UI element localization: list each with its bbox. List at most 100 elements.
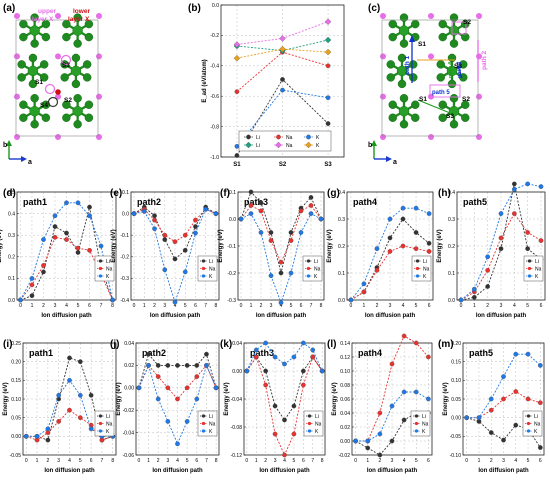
legend-marker [414,421,419,426]
carbon-atom [386,60,395,69]
data-point [77,392,83,398]
data-point [64,200,69,206]
carbon-atom [27,65,39,77]
site-s3-label: S3 [62,62,70,69]
x-tick-label: 4 [65,303,68,309]
legend-label: Na [106,421,113,427]
x-tick-label: 6 [194,303,197,309]
chart-panel-5: (h) 0.0 0.1 0.2 0.3 0.4 0 1 2 3 4 5 6 Energy (eV) Ion … [437,181,546,319]
legend-label: Li [106,259,110,265]
y-tick-label: 0.00 [451,415,461,421]
data-point [34,433,40,439]
x-tick-label: 4 [403,458,406,464]
data-point [426,249,432,254]
data-point [175,396,180,402]
carbon-atom [39,73,49,82]
data-point [458,297,464,303]
series-k [464,351,543,421]
series-line [236,89,329,147]
carbon-atom [449,39,459,48]
x-tick-label: 8 [321,458,324,464]
data-point [75,250,81,255]
y-tick-label: -0.08 [231,425,243,431]
data-point [525,181,531,187]
carbon-atom [41,113,51,122]
y-tick-label: 0.1 [338,271,345,277]
carbon-atom [438,113,447,122]
x-tick-label: 3 [163,303,166,309]
data-point [525,351,531,357]
data-point [162,232,168,238]
data-point [268,238,274,243]
data-point [233,54,241,62]
data-point [471,294,477,300]
panel-a-structure: (a) upper layer X lower layer X S3 S1 S2… [3,3,102,166]
legend-label: Na [535,266,542,272]
data-point [272,431,278,437]
x-tick-label: 6 [539,458,542,464]
legend-marker [527,266,532,271]
carbon-ring-5 [438,94,470,129]
data-point [365,445,371,451]
x-tick-label: 5 [186,458,189,464]
x-tick-label: 5 [415,303,418,309]
data-point [45,426,51,432]
data-point [56,392,62,398]
y-tick-label: -0.02 [123,408,135,414]
metal-site-atom [96,133,102,140]
y-tick-label: 0.10 [451,378,461,384]
data-point [377,452,383,458]
site-s3-marker [60,54,72,66]
chart-panel-letter: (j) [110,339,119,350]
y-tick-label: 0.2 [448,244,455,250]
legend-marker [527,259,532,263]
chart-panel-2: (e) -0.4 -0.3 -0.2 -0.1 0.0 0.1 0 1 2 3 4 5 6 7 8 Energy… [110,188,220,319]
data-point [279,45,286,53]
y-axis-label: E_ad (eV/atom) [202,59,208,102]
x-tick-label: 1 [147,458,150,464]
x-tick-label: 4 [514,458,517,464]
path-4-label: path 4 [448,61,454,78]
data-point [41,269,46,275]
carbon-atom [82,60,92,69]
series-k [233,45,332,62]
plot-frame [135,342,220,456]
y-axis-label: Energy (eV) [327,229,333,262]
data-point [110,297,115,303]
x-tick-label: S1 [233,162,241,168]
carbon-atom [30,13,39,22]
chart-panel-letter: (i) [3,339,12,350]
carbon-atom [84,113,94,122]
y-tick-label: 0.15 [451,359,461,365]
diffusion-path-overlay [409,21,479,114]
data-point [365,438,371,444]
carbon-atom [409,60,418,69]
chart-title: path1 [23,197,47,207]
y-tick-label: 0.02 [124,363,134,369]
plot-frame [220,4,345,158]
data-point [308,203,314,208]
x-tick-label: 5 [293,458,296,464]
data-point [537,445,543,450]
y-tick-label: 0.20 [11,359,21,365]
x-tick-label: 5 [184,303,187,309]
y-tick-label: -0.3 [120,276,129,282]
y-tick-label: 0.1 [122,190,129,196]
x-tick-label: 5 [77,303,80,309]
chart-title: path3 [244,197,268,207]
x-axis-label: Ion diffusion path [367,468,418,474]
x-tick-label: 2 [264,458,267,464]
upper-layer-label-line1: upper [38,8,57,15]
x-tick-label: 0 [133,303,136,309]
data-point [511,211,517,216]
x-tick-label: 0 [138,458,141,464]
carbon-atom [72,25,83,36]
legend-label: Li [256,143,260,149]
series-line [138,353,217,388]
metal-site-atom [14,133,20,140]
x-axis-label: Ion diffusion path [44,468,95,474]
data-point [300,368,306,374]
legend-marker [201,421,206,426]
y-tick-label: -0.8 [210,124,219,130]
y-tick-label: 0.3 [8,233,15,239]
